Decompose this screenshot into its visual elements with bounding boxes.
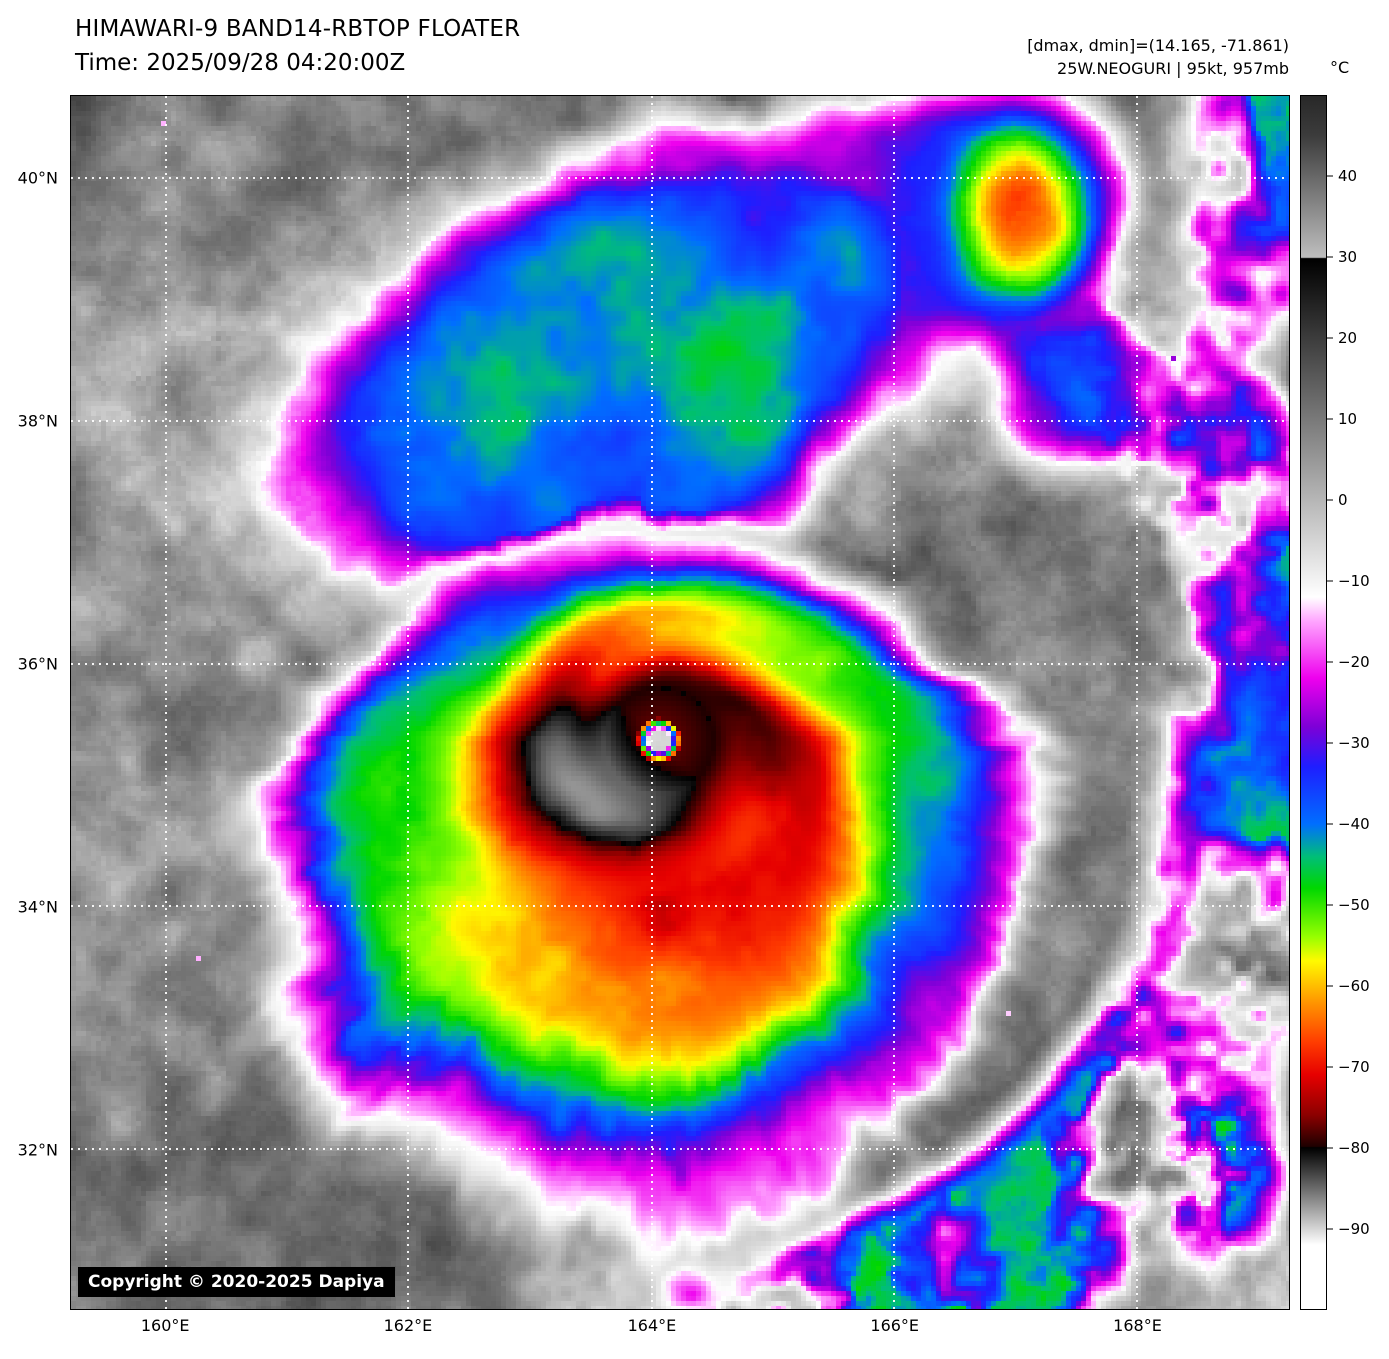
gridline-vertical <box>1135 96 1138 1309</box>
colorbar-tickmark <box>1327 1066 1333 1068</box>
colorbar-tickmark <box>1327 661 1333 663</box>
colorbar-tickmark <box>1327 337 1333 339</box>
longitude-axis: 160°E 162°E 164°E 166°E 168°E <box>70 1316 1290 1342</box>
storm-info-readout: 25W.NEOGURI | 95kt, 957mb <box>1057 59 1289 78</box>
colorbar-unit-label: °C <box>1330 58 1350 77</box>
colorbar-tick-label: 0 <box>1338 490 1348 509</box>
colorbar-tick-label: 40 <box>1338 167 1358 186</box>
colorbar-tick-label: −80 <box>1338 1139 1370 1158</box>
lat-tick-label: 34°N <box>17 897 58 917</box>
lat-tick-label: 32°N <box>17 1140 58 1160</box>
colorbar-tick-label: −30 <box>1338 733 1370 752</box>
colorbar-tickmark <box>1327 742 1333 744</box>
gridline-vertical <box>165 96 167 1309</box>
lon-tick-label: 164°E <box>627 1316 677 1335</box>
colorbar-tickmark <box>1327 1147 1333 1149</box>
copyright-label: Copyright © 2020-2025 Dapiya <box>78 1267 395 1297</box>
colorbar-tickmark <box>1327 175 1333 177</box>
satellite-map: Copyright © 2020-2025 Dapiya <box>70 95 1290 1310</box>
timestamp-label: Time: 2025/09/28 04:20:00Z <box>75 50 406 76</box>
colorbar <box>1300 95 1327 1310</box>
colorbar-tick-label: 30 <box>1338 247 1358 266</box>
colorbar-tickmark <box>1327 1228 1333 1230</box>
graticule <box>71 96 1289 1309</box>
colorbar-tick-label: −70 <box>1338 1058 1370 1076</box>
dmax-dmin-readout: [dmax, dmin]=(14.165, -71.861) <box>1027 36 1289 55</box>
colorbar-tickmark <box>1327 823 1333 825</box>
colorbar-tickmark <box>1327 985 1333 987</box>
colorbar-tickmark <box>1327 580 1333 582</box>
lat-tick-label: 36°N <box>17 654 58 674</box>
header-readouts: [dmax, dmin]=(14.165, -71.861) 25W.NEOGU… <box>1027 34 1289 80</box>
gridline-vertical <box>650 96 653 1309</box>
colorbar-tick-label: −10 <box>1338 572 1370 590</box>
colorbar-tick-label: −50 <box>1338 896 1370 915</box>
gridline-horizontal <box>71 905 1289 908</box>
colorbar-tick-label: 20 <box>1338 329 1358 347</box>
gridline-horizontal <box>71 420 1289 423</box>
colorbar-tickmark <box>1327 256 1333 258</box>
lon-tick-label: 166°E <box>870 1316 920 1335</box>
colorbar-tick-label: −90 <box>1338 1219 1370 1238</box>
colorbar-tick-label: −40 <box>1338 815 1370 833</box>
colorbar-tickmark <box>1327 499 1333 501</box>
colorbar-tick-label: 10 <box>1338 410 1358 429</box>
lon-tick-label: 162°E <box>383 1316 433 1335</box>
satellite-image-canvas <box>71 96 1289 1309</box>
colorbar-tickmark <box>1327 418 1333 420</box>
colorbar-tickmark <box>1327 904 1333 906</box>
lat-tick-label: 40°N <box>17 168 58 188</box>
colorbar-tick-label: −60 <box>1338 976 1370 995</box>
page-title: HIMAWARI-9 BAND14-RBTOP FLOATER <box>75 16 521 42</box>
gridline-vertical <box>407 96 410 1309</box>
gridline-vertical <box>893 96 896 1309</box>
colorbar-tick-label: −20 <box>1338 653 1370 672</box>
lon-tick-label: 160°E <box>140 1316 190 1335</box>
lat-tick-label: 38°N <box>17 411 58 431</box>
colorbar-ticks: 40 30 20 10 0 −10 −20 −30 −40 −50 −60 −70 −80 −90 <box>1327 95 1389 1310</box>
gridline-horizontal <box>71 177 1289 180</box>
lon-tick-label: 168°E <box>1113 1316 1162 1335</box>
gridline-horizontal <box>71 1147 1289 1150</box>
gridline-horizontal <box>71 662 1289 665</box>
latitude-axis: 40°N 38°N 36°N 34°N 32°N <box>0 95 64 1310</box>
